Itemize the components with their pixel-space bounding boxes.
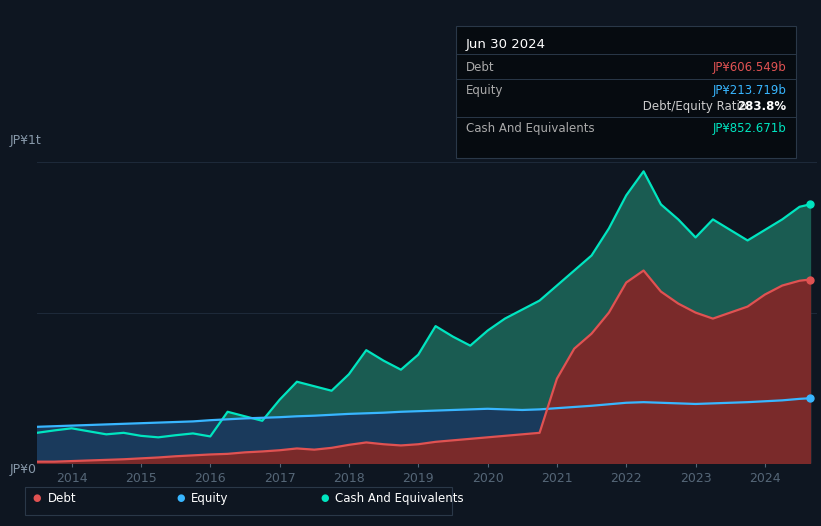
Text: JP¥852.671b: JP¥852.671b: [713, 123, 787, 135]
Text: Equity: Equity: [191, 492, 229, 505]
Text: JP¥606.549b: JP¥606.549b: [713, 60, 787, 74]
Text: ●: ●: [177, 493, 185, 503]
Text: 283.8%: 283.8%: [737, 100, 787, 113]
Text: ●: ●: [33, 493, 41, 503]
Text: Debt: Debt: [48, 492, 76, 505]
Text: JP¥0: JP¥0: [10, 463, 37, 476]
Text: Debt/Equity Ratio: Debt/Equity Ratio: [639, 100, 747, 113]
Text: Cash And Equivalents: Cash And Equivalents: [466, 123, 594, 135]
Text: JP¥213.719b: JP¥213.719b: [713, 84, 787, 97]
Text: Jun 30 2024: Jun 30 2024: [466, 38, 545, 51]
Text: Cash And Equivalents: Cash And Equivalents: [335, 492, 464, 505]
Text: Equity: Equity: [466, 84, 503, 97]
Text: Debt: Debt: [466, 60, 494, 74]
Text: ●: ●: [320, 493, 328, 503]
Text: JP¥1t: JP¥1t: [10, 134, 41, 147]
